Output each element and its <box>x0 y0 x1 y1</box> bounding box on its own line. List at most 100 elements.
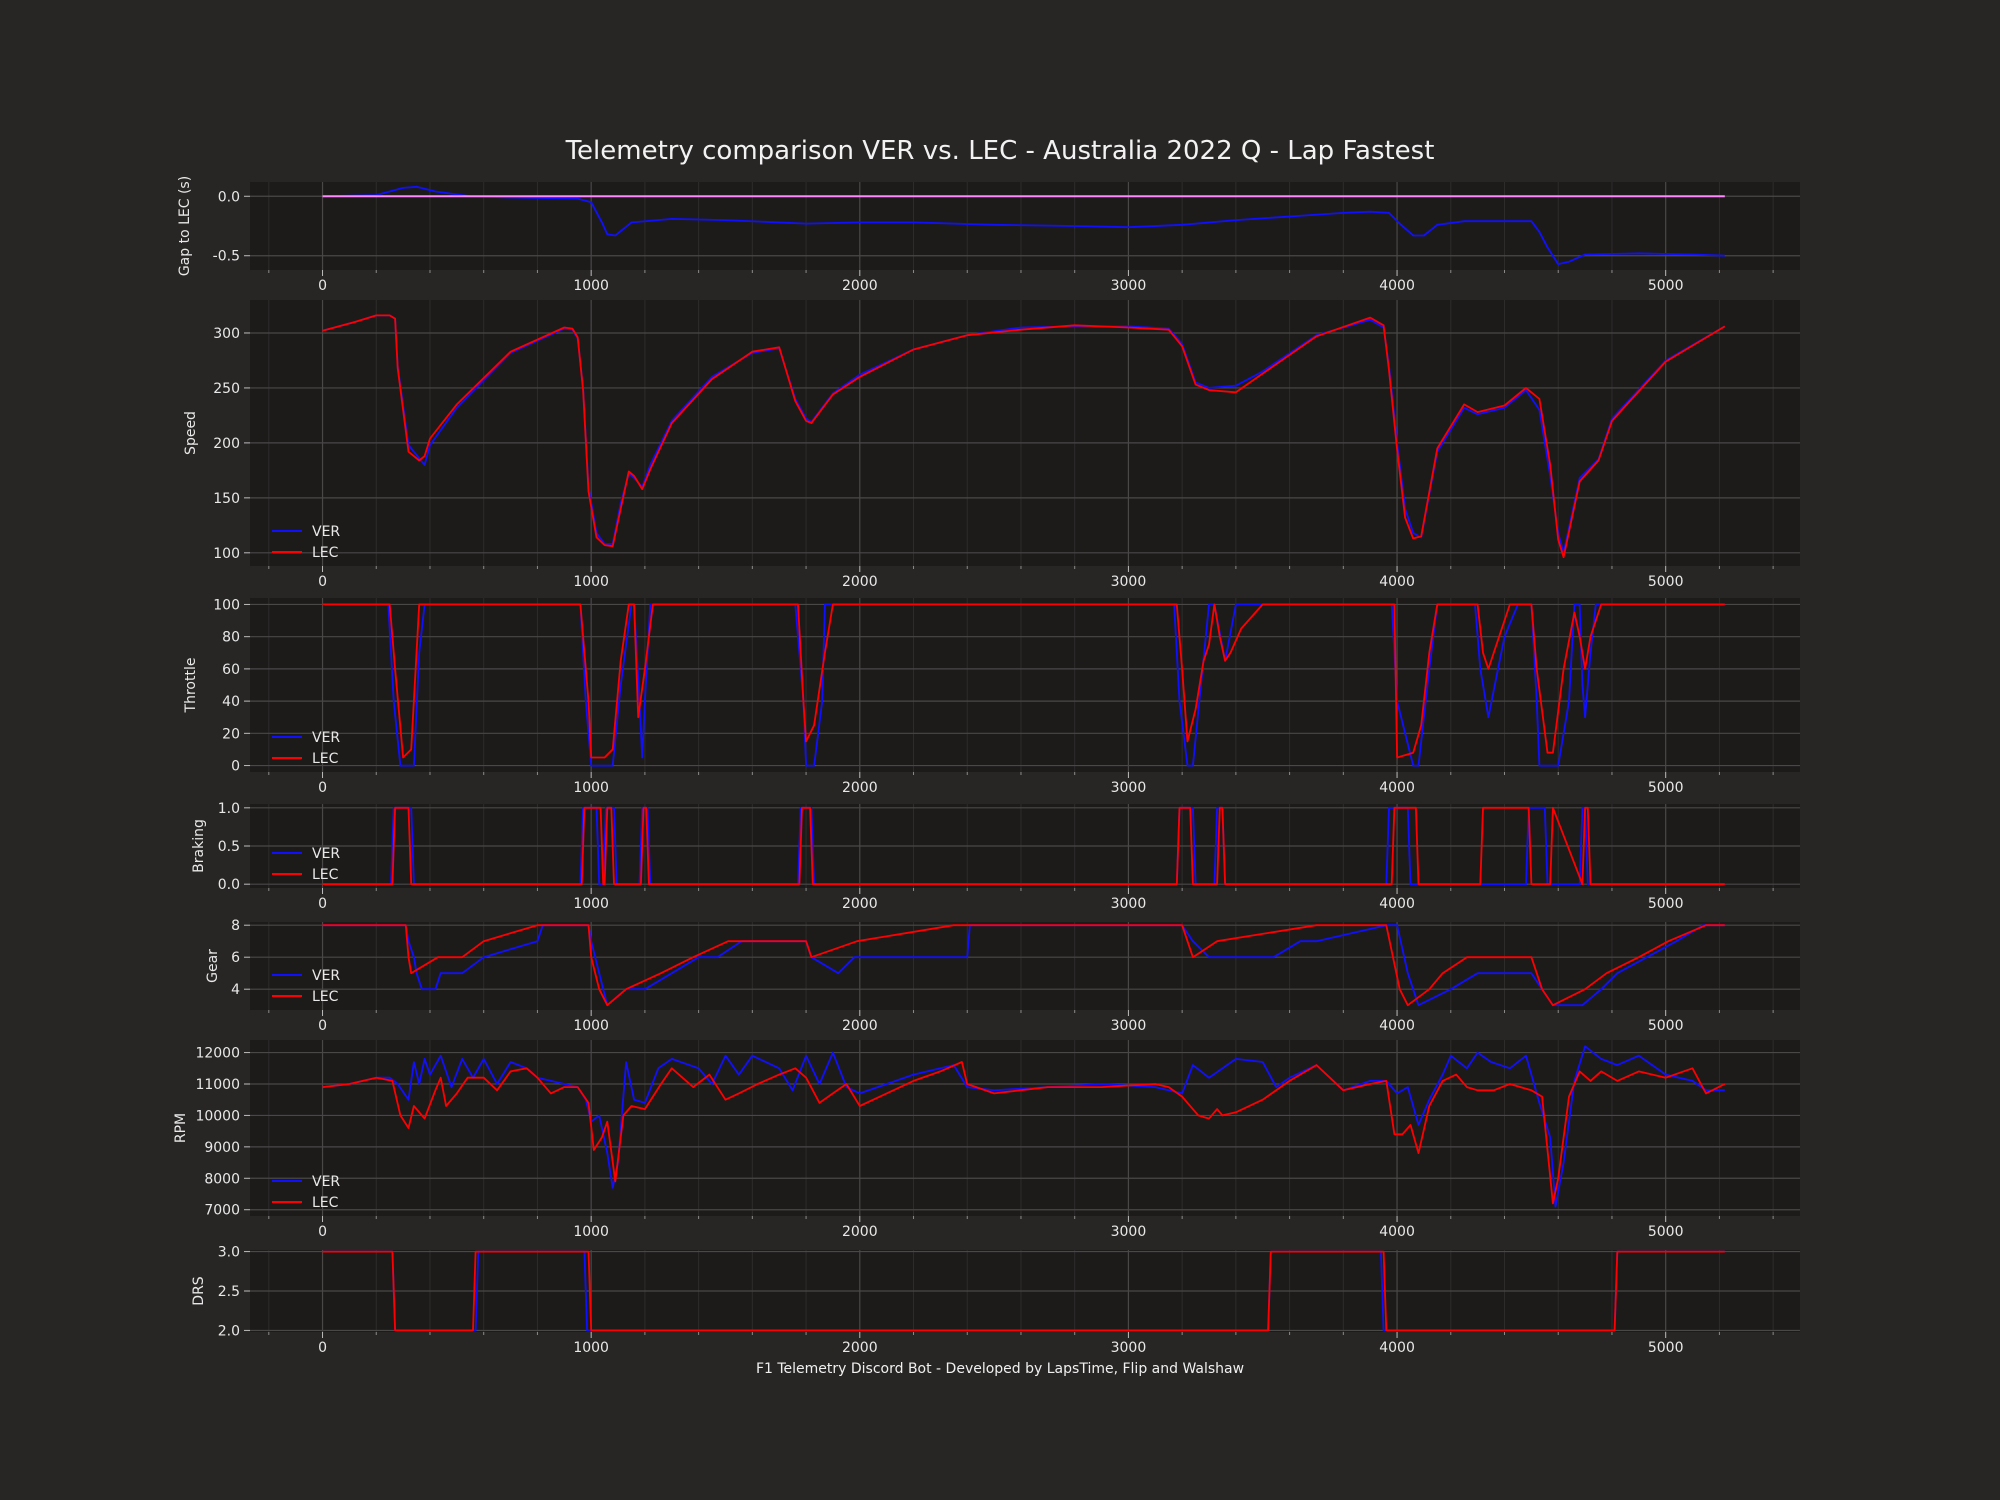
y-tick-label: 0.5 <box>218 839 240 855</box>
y-axis-label: Gear <box>205 949 221 983</box>
y-tick-label: 1.0 <box>218 801 240 817</box>
y-tick-label: 250 <box>213 381 240 397</box>
legend-label: LEC <box>312 867 339 883</box>
x-tick-label: 0 <box>318 1018 327 1034</box>
chart-title: Telemetry comparison VER vs. LEC - Austr… <box>565 136 1435 166</box>
x-tick-label: 5000 <box>1648 574 1684 590</box>
y-axis-label: Speed <box>183 411 199 455</box>
x-tick-label: 1000 <box>573 896 609 912</box>
y-tick-label: 6 <box>231 950 240 966</box>
panel-braking <box>244 804 1800 894</box>
x-tick-label: 2000 <box>842 574 878 590</box>
y-tick-label: 200 <box>213 436 240 452</box>
x-tick-label: 2000 <box>842 896 878 912</box>
y-axis-label: Gap to LEC (s) <box>177 176 193 276</box>
y-axis-label: DRS <box>191 1276 207 1306</box>
y-tick-label: 9000 <box>204 1140 240 1156</box>
x-tick-label: 1000 <box>573 1018 609 1034</box>
footer-credit: F1 Telemetry Discord Bot - Developed by … <box>755 1361 1245 1377</box>
y-tick-label: 10000 <box>195 1108 240 1124</box>
legend-label: LEC <box>312 1195 339 1211</box>
y-tick-label: 2.0 <box>218 1323 240 1339</box>
panel-gap <box>244 182 1800 276</box>
x-tick-label: 2000 <box>842 1018 878 1034</box>
x-tick-label: 3000 <box>1111 1224 1147 1240</box>
y-tick-label: 0 <box>231 759 240 775</box>
y-tick-label: 60 <box>222 662 240 678</box>
x-tick-label: 0 <box>318 896 327 912</box>
y-tick-label: 150 <box>213 491 240 507</box>
panel-speed <box>244 300 1800 572</box>
legend-label: VER <box>312 524 340 540</box>
x-tick-label: 5000 <box>1648 1018 1684 1034</box>
legend-label: LEC <box>312 989 339 1005</box>
x-tick-label: 0 <box>318 1224 327 1240</box>
x-tick-label: 4000 <box>1379 780 1415 796</box>
y-tick-label: 11000 <box>195 1077 240 1093</box>
legend-label: VER <box>312 846 340 862</box>
x-tick-label: 2000 <box>842 278 878 294</box>
legend-label: LEC <box>312 545 339 561</box>
x-tick-label: 5000 <box>1648 780 1684 796</box>
x-tick-label: 3000 <box>1111 896 1147 912</box>
series-line-gear-lec <box>322 924 1725 1007</box>
x-tick-label: 3000 <box>1111 574 1147 590</box>
panel-drs <box>244 1250 1800 1338</box>
x-tick-label: 3000 <box>1111 1340 1147 1356</box>
series-line-drs-lec <box>322 1250 1725 1332</box>
x-tick-label: 1000 <box>573 278 609 294</box>
x-tick-label: 5000 <box>1648 1340 1684 1356</box>
x-tick-label: 4000 <box>1379 278 1415 294</box>
series-line-gap-blue <box>322 185 1725 265</box>
x-tick-label: 2000 <box>842 1340 878 1356</box>
panel-gear <box>244 922 1800 1016</box>
y-tick-label: 7000 <box>204 1203 240 1219</box>
series-line-gear-ver <box>322 924 1725 1007</box>
series-line-speed-lec <box>322 314 1726 559</box>
series-line-throttle-lec <box>322 603 1725 759</box>
x-tick-label: 5000 <box>1648 896 1684 912</box>
x-tick-label: 1000 <box>573 1224 609 1240</box>
y-tick-label: 2.5 <box>218 1284 240 1300</box>
panel-throttle <box>244 598 1800 778</box>
x-tick-label: 3000 <box>1111 1018 1147 1034</box>
y-tick-label: 100 <box>213 597 240 613</box>
x-tick-label: 4000 <box>1379 1340 1415 1356</box>
legend-label: VER <box>312 1174 340 1190</box>
y-tick-label: 20 <box>222 726 240 742</box>
x-tick-label: 0 <box>318 278 327 294</box>
x-tick-label: 0 <box>318 780 327 796</box>
y-tick-label: 4 <box>231 982 240 998</box>
panel-rpm <box>244 1040 1800 1222</box>
legend-label: LEC <box>312 751 339 767</box>
x-tick-label: 4000 <box>1379 1018 1415 1034</box>
x-tick-label: 5000 <box>1648 278 1684 294</box>
x-tick-label: 3000 <box>1111 278 1147 294</box>
y-tick-label: 3.0 <box>218 1245 240 1261</box>
y-tick-label: 0.0 <box>218 189 240 205</box>
y-tick-label: 40 <box>222 694 240 710</box>
y-tick-label: 12000 <box>195 1046 240 1062</box>
x-tick-label: 0 <box>318 1340 327 1356</box>
y-tick-label: 100 <box>213 546 240 562</box>
y-tick-label: 8 <box>231 918 240 934</box>
x-tick-label: 0 <box>318 574 327 590</box>
y-tick-label: -0.5 <box>213 249 240 265</box>
x-tick-label: 4000 <box>1379 1224 1415 1240</box>
x-tick-label: 2000 <box>842 780 878 796</box>
y-axis-label: Throttle <box>183 658 199 714</box>
y-tick-label: 8000 <box>204 1171 240 1187</box>
x-tick-label: 3000 <box>1111 780 1147 796</box>
legend-label: VER <box>312 968 340 984</box>
y-axis-label: RPM <box>173 1113 189 1143</box>
x-tick-label: 1000 <box>573 780 609 796</box>
x-tick-label: 4000 <box>1379 574 1415 590</box>
y-tick-label: 80 <box>222 630 240 646</box>
x-tick-label: 1000 <box>573 574 609 590</box>
x-tick-label: 5000 <box>1648 1224 1684 1240</box>
x-tick-label: 2000 <box>842 1224 878 1240</box>
x-tick-label: 1000 <box>573 1340 609 1356</box>
legend-label: VER <box>312 730 340 746</box>
series-line-rpm-lec <box>322 1061 1726 1205</box>
y-tick-label: 300 <box>213 326 240 342</box>
